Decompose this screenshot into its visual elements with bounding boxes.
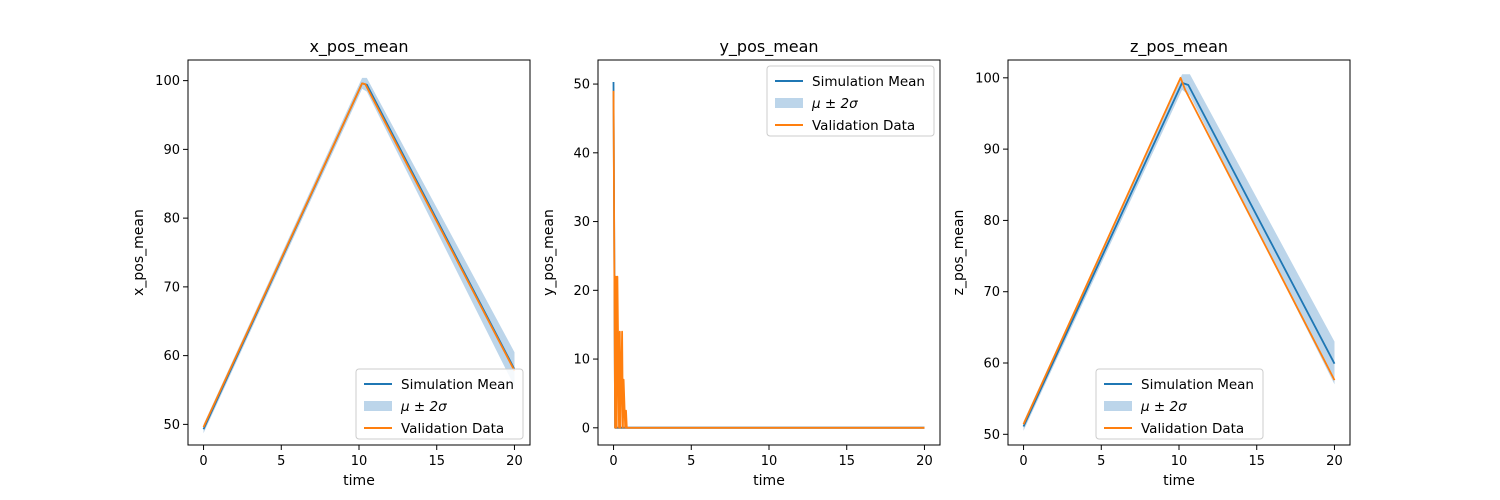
y-tick-label: 20 bbox=[573, 284, 590, 299]
x-tick-label: 20 bbox=[1326, 454, 1343, 469]
x-axis-label: time bbox=[1163, 473, 1195, 489]
y-axis-label: y_pos_mean bbox=[541, 209, 557, 296]
y-tick-label: 30 bbox=[573, 215, 590, 230]
y-tick-label: 50 bbox=[163, 418, 180, 433]
y-tick-label: 0 bbox=[582, 421, 590, 436]
y-tick-label: 70 bbox=[983, 285, 1000, 300]
x-tick-label: 10 bbox=[761, 454, 778, 469]
y-tick-label: 100 bbox=[975, 71, 1000, 86]
validation-data-line bbox=[612, 90, 925, 429]
y-tick-label: 60 bbox=[163, 349, 180, 364]
x-axis-label: time bbox=[343, 473, 375, 489]
legend: Simulation Mean μ ± 2σ Validation Data bbox=[766, 65, 935, 137]
chart-title: y_pos_mean bbox=[719, 37, 818, 57]
legend-label: Simulation Mean bbox=[401, 377, 514, 393]
legend-box bbox=[1095, 368, 1264, 440]
y-tick-label: 50 bbox=[983, 428, 1000, 443]
y-tick-label: 80 bbox=[983, 214, 1000, 229]
sigma-band bbox=[1023, 74, 1335, 431]
simulation-mean-line bbox=[1022, 81, 1336, 427]
x-tick-label: 10 bbox=[1171, 454, 1188, 469]
chart-title: x_pos_mean bbox=[309, 37, 408, 57]
x-tick-label: 10 bbox=[351, 454, 368, 469]
y-tick-label: 90 bbox=[983, 143, 1000, 158]
x-tick-label: 0 bbox=[609, 454, 617, 469]
x-tick-label: 20 bbox=[506, 454, 523, 469]
x-tick-label: 5 bbox=[277, 454, 285, 469]
chart-title: z_pos_mean bbox=[1130, 37, 1228, 57]
legend-swatch-band bbox=[364, 401, 392, 411]
y-tick-label: 40 bbox=[573, 146, 590, 161]
y-tick-label: 60 bbox=[983, 357, 1000, 372]
legend-box bbox=[355, 368, 524, 440]
x-tick-label: 15 bbox=[838, 454, 855, 469]
y-tick-label: 10 bbox=[573, 353, 590, 368]
legend-label: Validation Data bbox=[1141, 421, 1244, 437]
y-tick-label: 90 bbox=[163, 143, 180, 158]
y-tick-label: 70 bbox=[163, 280, 180, 295]
legend-label: μ ± 2σ bbox=[400, 399, 447, 415]
legend-label: μ ± 2σ bbox=[1140, 399, 1187, 415]
y-axis-label: x_pos_mean bbox=[131, 209, 147, 296]
x-tick-label: 15 bbox=[428, 454, 445, 469]
x-tick-label: 5 bbox=[687, 454, 695, 469]
legend-label: μ ± 2σ bbox=[811, 96, 858, 112]
y-axis-label: z_pos_mean bbox=[951, 210, 967, 296]
sigma-band bbox=[203, 77, 515, 434]
y-tick-label: 80 bbox=[163, 212, 180, 227]
legend-label: Validation Data bbox=[812, 118, 915, 134]
validation-data-line bbox=[1022, 76, 1336, 425]
x-tick-label: 5 bbox=[1097, 454, 1105, 469]
y-tick-label: 50 bbox=[573, 78, 590, 93]
validation-data-line bbox=[202, 82, 516, 428]
x-tick-label: 0 bbox=[1019, 454, 1027, 469]
legend: Simulation Mean μ ± 2σ Validation Data bbox=[355, 368, 524, 440]
legend-swatch-band bbox=[775, 98, 803, 108]
legend-box bbox=[766, 65, 935, 137]
legend: Simulation Mean μ ± 2σ Validation Data bbox=[1095, 368, 1264, 440]
x-tick-label: 0 bbox=[199, 454, 207, 469]
legend-label: Validation Data bbox=[401, 421, 504, 437]
legend-swatch-band bbox=[1104, 401, 1132, 411]
y-tick-label: 100 bbox=[155, 74, 180, 89]
x-tick-label: 20 bbox=[916, 454, 933, 469]
legend-label: Simulation Mean bbox=[1141, 377, 1254, 393]
x-axis-label: time bbox=[753, 473, 785, 489]
x-tick-label: 15 bbox=[1248, 454, 1265, 469]
legend-label: Simulation Mean bbox=[812, 74, 925, 90]
